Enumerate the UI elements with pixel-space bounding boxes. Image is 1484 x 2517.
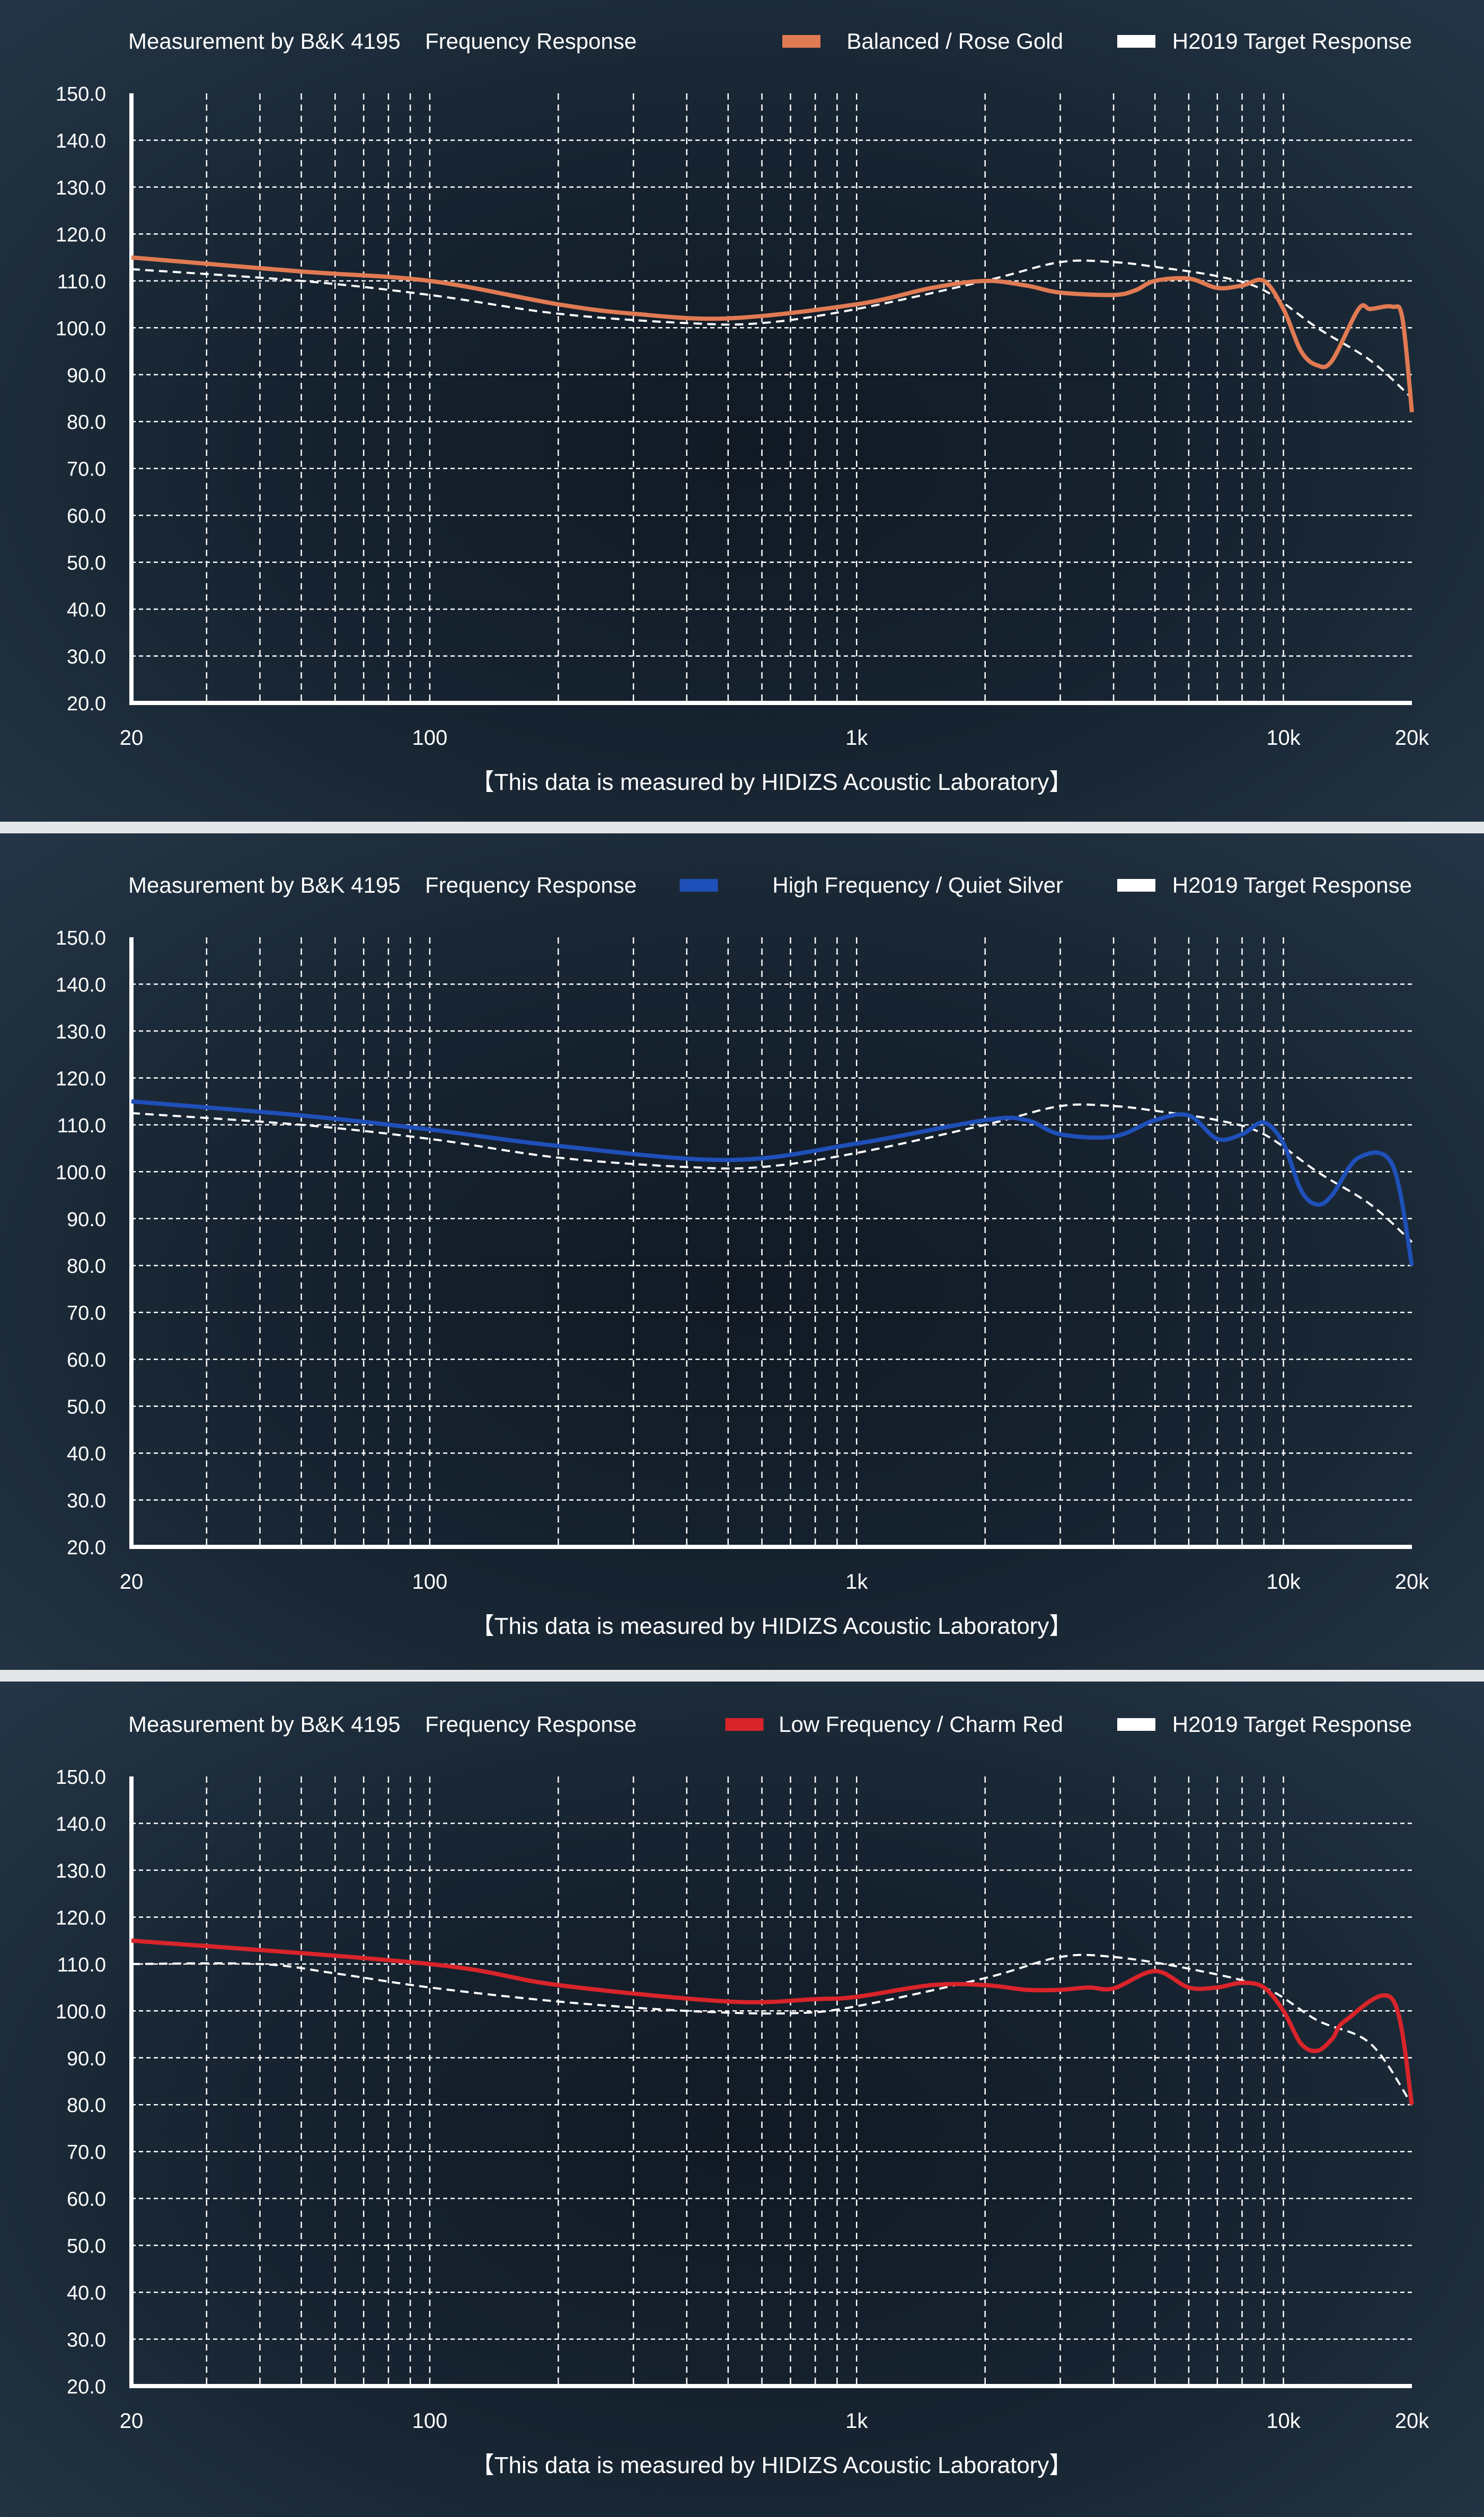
y-tick-label: 30.0	[67, 1490, 106, 1512]
y-tick-label: 20.0	[67, 693, 106, 715]
legend-label: Balanced / Rose Gold	[846, 29, 1063, 54]
x-tick-label: 20k	[1395, 2409, 1429, 2433]
chart-panel-1	[0, 0, 1484, 823]
y-tick-label: 70.0	[67, 2142, 106, 2164]
x-tick-label: 10k	[1266, 2409, 1301, 2433]
divider	[0, 1670, 1484, 1682]
y-tick-label: 90.0	[67, 365, 106, 387]
chart-footer: 【This data is measured by HIDIZS Acousti…	[471, 2452, 1073, 2478]
chart-title: Measurement by B&K 4195	[128, 29, 401, 54]
chart-footer: 【This data is measured by HIDIZS Acousti…	[471, 769, 1073, 795]
y-tick-label: 140.0	[56, 974, 106, 996]
y-tick-label: 30.0	[67, 646, 106, 668]
legend-label-target: H2019 Target Response	[1172, 1712, 1412, 1737]
chart-subtitle: Frequency Response	[425, 1712, 637, 1737]
target-response-line	[131, 259, 1413, 399]
y-tick-label: 100.0	[56, 318, 106, 340]
x-tick-label: 1k	[845, 2409, 868, 2433]
chart-title: Measurement by B&K 4195	[128, 873, 401, 897]
y-tick-label: 60.0	[67, 1349, 106, 1371]
y-tick-label: 150.0	[56, 927, 106, 949]
y-tick-label: 60.0	[67, 505, 106, 527]
x-tick-label: 100	[412, 2409, 448, 2433]
y-tick-label: 140.0	[56, 1813, 106, 1835]
chart-3: Measurement by B&K 4195 Frequency Respons…	[56, 1712, 1429, 2478]
x-tick-label: 1k	[845, 726, 868, 750]
legend-swatch-target	[1117, 35, 1155, 48]
legend-swatch	[782, 35, 820, 48]
target-response-line	[131, 1103, 1413, 1243]
legend-label-target: H2019 Target Response	[1172, 29, 1412, 54]
chart-title: Measurement by B&K 4195	[128, 1712, 401, 1737]
x-tick-label: 20k	[1395, 726, 1429, 750]
x-tick-label: 10k	[1266, 1570, 1301, 1594]
chart-footer: 【This data is measured by HIDIZS Acousti…	[471, 1613, 1073, 1639]
y-tick-label: 130.0	[56, 1860, 106, 1882]
x-tick-label: 20	[120, 1570, 144, 1594]
x-tick-label: 100	[412, 726, 448, 750]
y-tick-label: 140.0	[56, 130, 106, 152]
y-tick-label: 20.0	[67, 1537, 106, 1559]
y-tick-label: 40.0	[67, 599, 106, 621]
legend-label: High Frequency / Quiet Silver	[772, 873, 1063, 897]
y-tick-label: 130.0	[56, 1021, 106, 1043]
y-tick-label: 80.0	[67, 411, 106, 434]
measured-response-line	[131, 255, 1414, 412]
legend-swatch	[679, 879, 718, 892]
divider	[0, 822, 1484, 833]
y-tick-label: 120.0	[56, 1068, 106, 1090]
legend-swatch	[725, 1718, 764, 1731]
y-tick-label: 70.0	[67, 1302, 106, 1325]
y-tick-label: 100.0	[56, 1161, 106, 1184]
y-tick-label: 130.0	[56, 177, 106, 199]
y-tick-label: 120.0	[56, 1907, 106, 1929]
legend-swatch-target	[1117, 1718, 1155, 1731]
x-tick-label: 20	[120, 2409, 144, 2433]
y-tick-label: 50.0	[67, 552, 106, 575]
chart-subtitle: Frequency Response	[425, 29, 637, 54]
y-tick-label: 90.0	[67, 1209, 106, 1231]
legend-swatch-target	[1117, 879, 1155, 892]
measured-response-line	[131, 1099, 1414, 1266]
y-tick-label: 110.0	[57, 271, 106, 293]
y-tick-label: 90.0	[67, 2048, 106, 2070]
y-tick-label: 110.0	[57, 1115, 106, 1137]
target-response-line	[131, 1953, 1413, 2106]
x-tick-label: 100	[412, 1570, 448, 1594]
y-tick-label: 110.0	[57, 1954, 106, 1976]
chart-2: Measurement by B&K 4195 Frequency Respons…	[56, 873, 1429, 1639]
chart-panel-2	[0, 833, 1484, 1670]
x-tick-label: 10k	[1266, 726, 1301, 750]
y-tick-label: 40.0	[67, 2282, 106, 2304]
y-tick-label: 80.0	[67, 2094, 106, 2117]
measured-response-line	[131, 1938, 1414, 2105]
y-tick-label: 50.0	[67, 1396, 106, 1419]
y-tick-label: 50.0	[67, 2236, 106, 2258]
y-tick-label: 60.0	[67, 2188, 106, 2211]
chart-1: Measurement by B&K 4195 Frequency Respons…	[56, 29, 1429, 795]
chart-panel-3	[0, 1682, 1484, 2517]
y-tick-label: 120.0	[56, 224, 106, 246]
legend-label-target: H2019 Target Response	[1172, 873, 1412, 897]
y-tick-label: 150.0	[56, 1766, 106, 1789]
x-tick-label: 20k	[1395, 1570, 1429, 1594]
y-tick-label: 150.0	[56, 83, 106, 105]
legend-label: Low Frequency / Charm Red	[779, 1712, 1063, 1737]
chart-subtitle: Frequency Response	[425, 873, 637, 897]
y-tick-label: 40.0	[67, 1443, 106, 1465]
y-tick-label: 70.0	[67, 459, 106, 481]
y-tick-label: 80.0	[67, 1255, 106, 1278]
y-tick-label: 30.0	[67, 2329, 106, 2352]
x-tick-label: 20	[120, 726, 144, 750]
x-tick-label: 1k	[845, 1570, 868, 1594]
y-tick-label: 20.0	[67, 2376, 106, 2398]
y-tick-label: 100.0	[56, 2001, 106, 2023]
